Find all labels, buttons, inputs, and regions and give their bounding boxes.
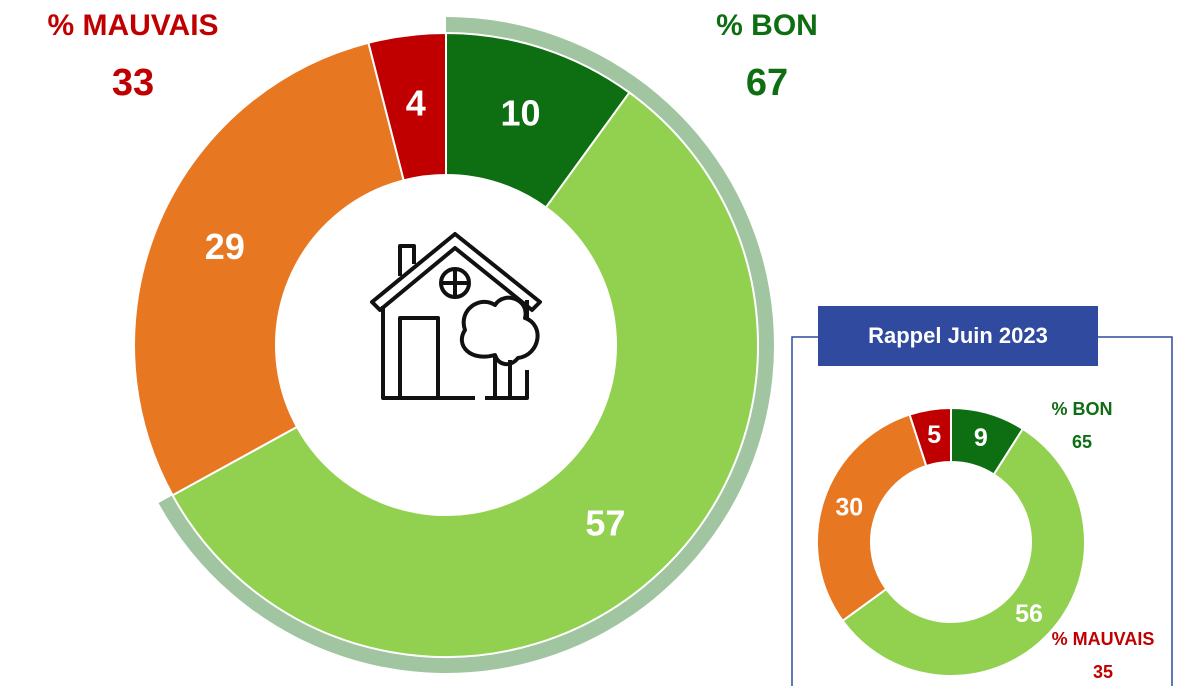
slice (367, 31, 447, 182)
annotation-label: % MAUVAIS (47, 9, 218, 42)
annotation-value: 35 (1093, 662, 1113, 682)
inset-title: Rappel Juin 2023 (868, 323, 1048, 348)
annotation-value: 67 (746, 62, 788, 104)
annotation-label: % BON (716, 9, 818, 42)
data-label: 4 (406, 82, 426, 123)
data-label: 9 (974, 424, 988, 452)
data-label: 5 (927, 421, 941, 449)
slice (171, 91, 759, 658)
data-label: 57 (585, 502, 625, 543)
annotation-label: % BON (1051, 399, 1112, 419)
inset-title-box (818, 306, 1098, 366)
slice (841, 427, 1087, 677)
annotation-value: 65 (1072, 432, 1092, 452)
data-label: 10 (500, 92, 540, 133)
annotation-value: 33 (112, 62, 154, 104)
inset-frame (791, 336, 1173, 686)
data-label: 30 (835, 494, 863, 522)
slice (908, 406, 952, 468)
data-label: 56 (1015, 600, 1043, 628)
data-label: 29 (205, 226, 245, 267)
slice (133, 41, 405, 497)
house-icon (370, 232, 542, 400)
slice (816, 413, 928, 623)
annotation-label: % MAUVAIS (1052, 629, 1155, 649)
